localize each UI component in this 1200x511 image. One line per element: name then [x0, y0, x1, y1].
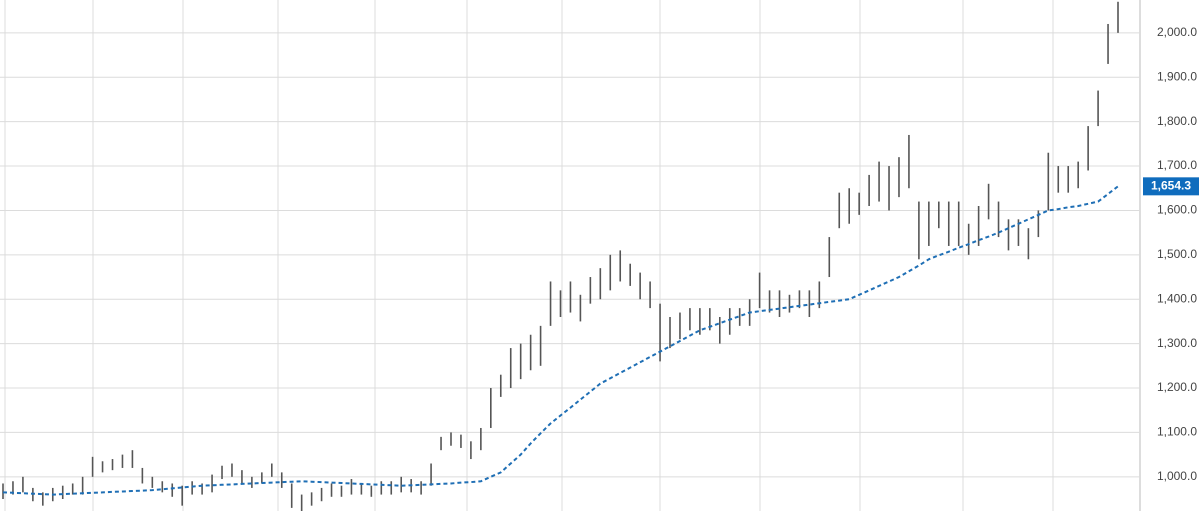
y-tick-label: 1,000.0 — [1157, 469, 1197, 483]
vertical-grid — [4, 0, 1141, 511]
current-value-box — [1143, 177, 1199, 196]
y-tick-label: 1,800.0 — [1157, 114, 1197, 128]
y-tick-label: 2,000.0 — [1157, 25, 1197, 39]
y-tick-label: 1,400.0 — [1157, 291, 1197, 305]
current-value-label: 1,654.3 — [1151, 179, 1191, 193]
y-tick-label: 1,200.0 — [1157, 380, 1197, 394]
y-tick-label: 1,300.0 — [1157, 336, 1197, 350]
y-tick-label: 1,100.0 — [1157, 425, 1197, 439]
y-tick-label: 1,500.0 — [1157, 247, 1197, 261]
moving-average-line — [2, 185, 1119, 496]
y-tick-label: 1,600.0 — [1157, 203, 1197, 217]
y-tick-label: 1,700.0 — [1157, 158, 1197, 172]
y-tick-label: 1,900.0 — [1157, 69, 1197, 83]
